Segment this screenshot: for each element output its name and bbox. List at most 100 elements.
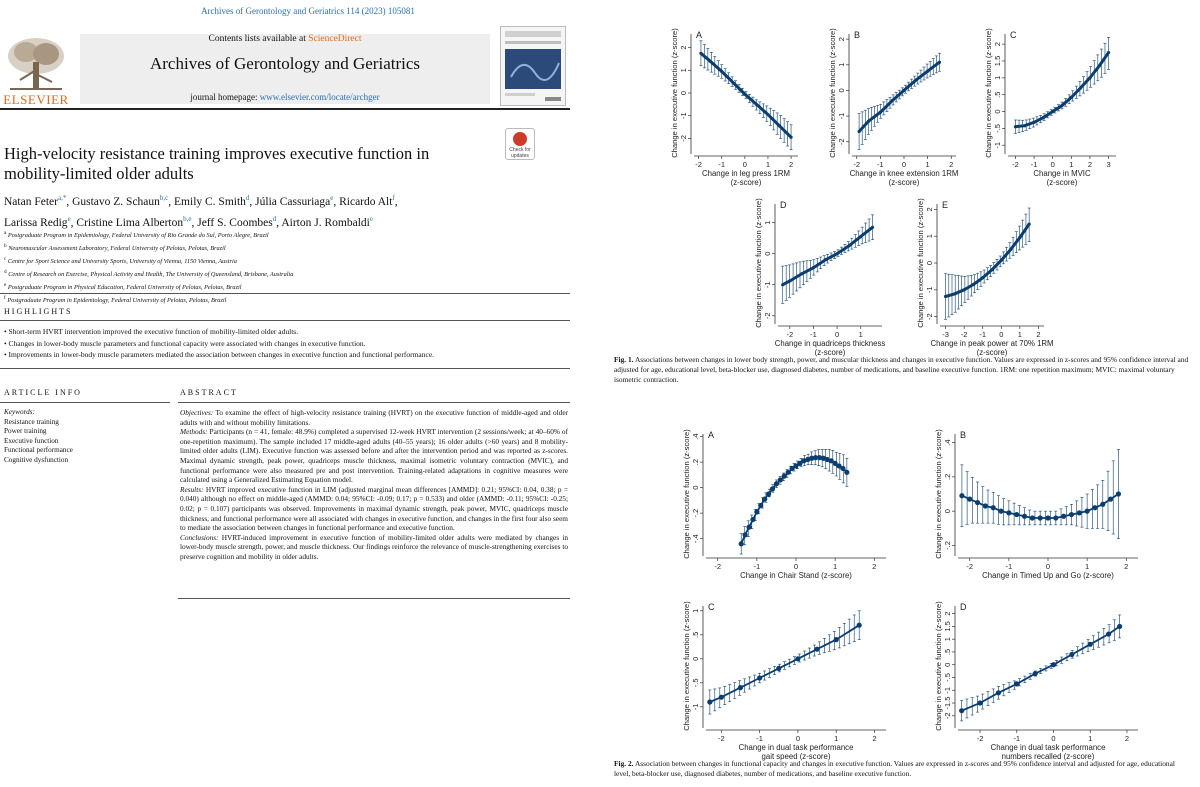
data-point — [812, 455, 819, 461]
data-point — [847, 244, 851, 248]
author-affiliation-marker[interactable]: e — [67, 214, 71, 223]
y-tick-label: 1 — [925, 234, 934, 238]
data-point — [926, 69, 930, 73]
homepage-link[interactable]: www.elsevier.com/locate/archger — [259, 92, 380, 102]
abstract-heading: ABSTRACT — [180, 388, 238, 397]
author-affiliation-marker[interactable]: f — [392, 194, 395, 202]
contents-line: Contents lists available at ScienceDirec… — [80, 34, 490, 44]
panel-label: B — [854, 30, 860, 40]
data-point — [777, 477, 783, 483]
data-point — [982, 503, 988, 509]
author-name[interactable]: Júlia Cassuriaga — [255, 195, 331, 208]
author-name[interactable]: Gustavo Z. Schaun — [72, 195, 160, 208]
data-point — [914, 78, 918, 82]
affiliation-marker: a — [4, 230, 7, 236]
author-name[interactable]: Airton J. Rombaldi — [281, 216, 370, 229]
check-for-updates-badge[interactable]: Check for updates — [505, 128, 535, 160]
affiliation-marker: c — [4, 256, 7, 263]
author-name[interactable]: Cristine Lima Alberton — [76, 216, 184, 229]
x-tick-label: -2 — [966, 562, 973, 571]
x-tick-label: 1 — [859, 330, 863, 339]
figure-1-caption: Fig. 1. Associations between changes in … — [614, 355, 1189, 385]
author-name[interactable]: Emily C. Smith — [174, 195, 246, 208]
data-point — [1023, 124, 1027, 128]
data-point — [743, 92, 747, 96]
data-point — [742, 532, 748, 538]
data-point — [789, 465, 795, 472]
x-tick-label: -1 — [979, 330, 986, 339]
affiliation-list: a Postgraduate Program in Epidemiology, … — [4, 228, 524, 307]
data-point — [1032, 120, 1036, 124]
data-point — [738, 541, 744, 547]
data-point — [990, 268, 994, 272]
y-tick-label: -1 — [993, 142, 1002, 149]
highlights-heading: HIGHLIGHTS — [4, 307, 73, 316]
author-affiliation-marker[interactable]: b,c — [159, 194, 169, 202]
x-axis-title: Change in MVIC — [1033, 169, 1091, 178]
data-point — [1108, 496, 1114, 502]
x-axis-title: Change in peak power at 70% 1RM — [930, 339, 1053, 348]
y-tick-label: -1 — [691, 703, 700, 710]
y-tick-label: -.5 — [943, 673, 952, 682]
author-affiliation-marker[interactable]: d — [272, 214, 277, 223]
author-name[interactable]: Jeff S. Coombes — [197, 216, 273, 229]
author-affiliation-marker[interactable]: e — [369, 214, 373, 223]
data-point — [805, 456, 811, 463]
y-tick-label: 1 — [837, 63, 846, 67]
y-tick-label: 2 — [837, 37, 846, 41]
keyword-item[interactable]: Cognitive dysfunction — [4, 455, 69, 464]
keyword-item[interactable]: Executive function — [4, 436, 59, 445]
author-name[interactable]: Larissa Redig — [4, 216, 68, 229]
panel-label: D — [780, 200, 787, 210]
y-tick-label: -.2 — [943, 541, 952, 550]
author-affiliation-marker[interactable]: d — [245, 194, 250, 202]
x-tick-label: -2 — [714, 562, 721, 571]
author-name[interactable]: Natan Feter — [4, 195, 58, 208]
x-axis-title: Change in quadriceps thickness — [775, 339, 886, 348]
x-tick-label: -2 — [718, 734, 725, 743]
y-tick-label: 0 — [679, 91, 688, 95]
x-tick-label: 1 — [1018, 330, 1022, 339]
sciencedirect-link[interactable]: ScienceDirect — [308, 34, 362, 44]
x-tick-label: -2 — [695, 160, 702, 169]
y-axis-title: Change in executive function (z-score) — [934, 601, 943, 731]
y-tick-label: -.5 — [993, 124, 1002, 133]
keyword-item[interactable]: Power training — [4, 427, 47, 436]
x-axis-title: (z-score) — [1047, 178, 1078, 187]
x-tick-label: 1 — [833, 562, 837, 571]
keyword-item[interactable]: Functional performance — [4, 446, 73, 455]
panel-label: A — [708, 430, 714, 440]
fitted-line — [945, 223, 1031, 298]
author-list: Natan Fetera,*, Gustavo Z. Schaunb,c, Em… — [4, 190, 484, 232]
y-tick-label: 2 — [943, 612, 952, 616]
data-point — [835, 252, 839, 256]
figure-2-caption-text: Association between changes in functiona… — [614, 759, 1175, 778]
journal-cover-thumbnail[interactable] — [500, 26, 566, 106]
y-tick-label: 0 — [993, 109, 1002, 113]
author-affiliation-marker[interactable]: e — [330, 194, 334, 202]
y-tick-label: 1 — [943, 637, 952, 641]
data-point — [1084, 508, 1090, 514]
author-affiliation-marker[interactable]: b,e — [183, 214, 192, 223]
x-tick-label: -2 — [961, 330, 968, 339]
data-point — [1041, 116, 1045, 120]
author-affiliation-marker[interactable]: a,* — [57, 194, 67, 202]
keyword-item[interactable]: Resistance training — [4, 417, 59, 426]
abstract-paragraph: Methods: Participants (n = 41, female: 4… — [180, 427, 568, 485]
data-point — [990, 505, 996, 511]
y-axis-title: Change in executive function (z-score) — [828, 28, 837, 158]
data-point — [795, 656, 801, 662]
x-tick-label: -1 — [1006, 562, 1013, 571]
data-point — [1106, 631, 1112, 637]
data-point — [959, 708, 965, 714]
x-tick-label: 2 — [789, 160, 793, 169]
x-axis-title: Change in Timed Up and Go (z-score) — [982, 571, 1114, 580]
journal-reference[interactable]: Archives of Gerontology and Geriatrics 1… — [201, 6, 415, 16]
author-name[interactable]: Ricardo Alt — [339, 195, 393, 208]
y-tick-label: 0 — [837, 88, 846, 92]
data-point — [762, 496, 768, 502]
y-tick-label: -1 — [679, 112, 688, 119]
x-tick-label: 2 — [949, 160, 953, 169]
